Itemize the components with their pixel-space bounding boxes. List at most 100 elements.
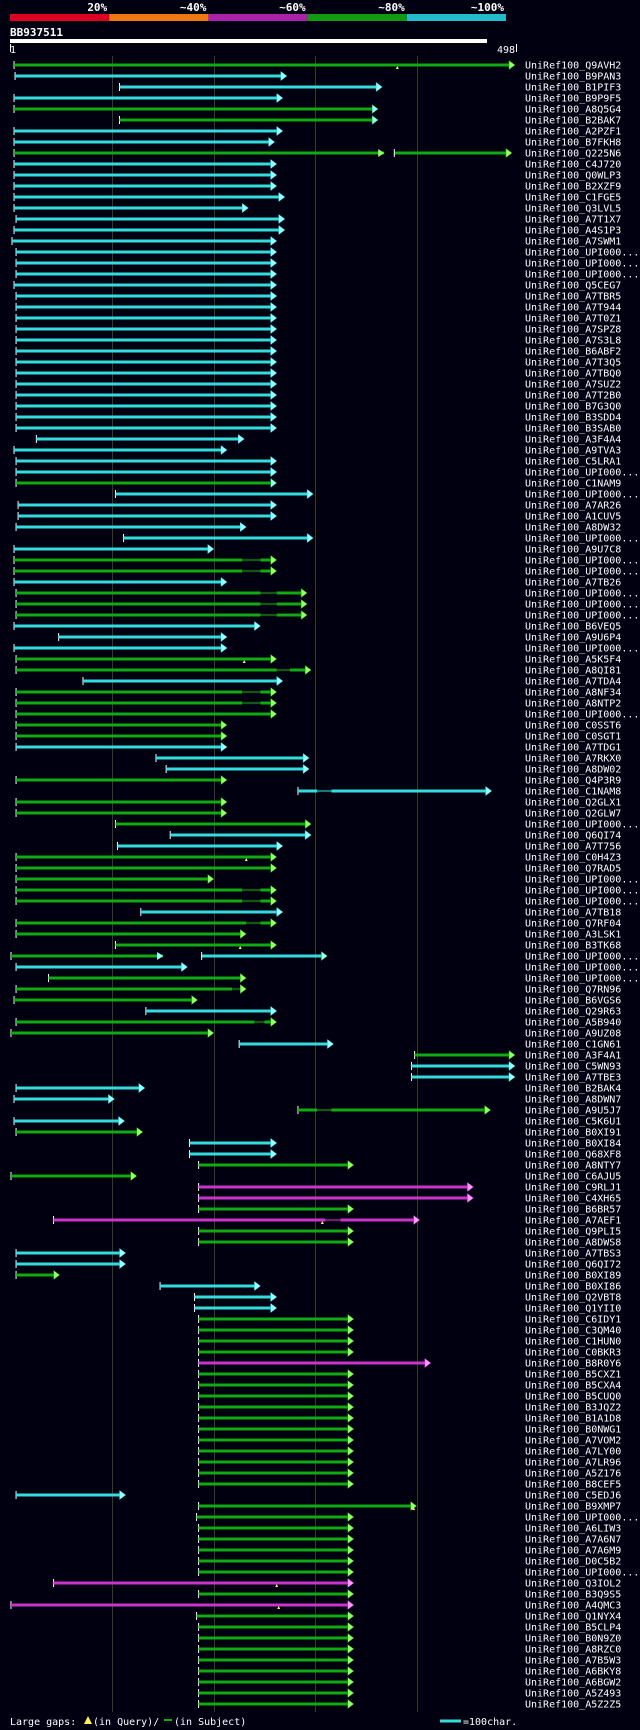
hit-label: UniRef100_D0C5B2	[525, 1557, 621, 1568]
hit-end-arrow-icon	[270, 478, 278, 488]
hit-split-gap	[384, 151, 395, 155]
hit-row: UniRef100_Q2GLW7	[15, 808, 621, 820]
hit-end-arrow-icon	[270, 159, 278, 169]
hit-end-arrow-icon	[505, 148, 513, 158]
hit-bar	[16, 305, 271, 309]
hit-row: UniRef100_C6AJU5	[10, 1171, 621, 1183]
hit-row: UniRef100_B0N9Z0	[198, 1633, 621, 1645]
hit-label: UniRef100_B0XI86	[525, 1282, 621, 1293]
hit-end-arrow-icon	[270, 181, 278, 191]
hit-row: UniRef100_B2BAK7	[119, 115, 621, 127]
hit-label: UniRef100_B9PAN3	[525, 72, 621, 83]
hit-row: UniRef100_A7A6M9	[198, 1545, 621, 1557]
hit-end-arrow-icon	[220, 577, 228, 587]
hit-end-arrow-icon	[280, 71, 288, 81]
hit-row: UniRef100_A5Z176	[198, 1468, 621, 1480]
hit-bar	[16, 591, 302, 595]
hit-end-arrow-icon	[321, 951, 328, 961]
hit-row: UniRef100_A1CUV5	[17, 511, 621, 523]
hit-label: UniRef100_Q68XF8	[525, 1150, 621, 1161]
hit-row: UniRef100_A7LY00	[198, 1446, 621, 1458]
hit-bar	[198, 1625, 348, 1629]
hit-end-arrow-icon	[270, 852, 278, 862]
hit-end-arrow-icon	[270, 885, 278, 895]
hit-row: UniRef100_A2PZF1	[13, 126, 621, 138]
hit-end-arrow-icon	[136, 1127, 144, 1137]
hit-bar	[16, 1130, 137, 1134]
hit-row: UniRef100_A7A6N7	[198, 1534, 621, 1546]
hit-label: UniRef100_B2XZF9	[525, 182, 621, 193]
hit-row: UniRef100_B0XI91	[15, 1127, 621, 1139]
hit-end-arrow-icon	[347, 1446, 355, 1456]
hit-end-arrow-icon	[270, 1017, 278, 1027]
hit-end-arrow-icon	[484, 1105, 492, 1115]
hit-end-arrow-icon	[220, 797, 228, 807]
hit-label: UniRef100_A8DWS8	[525, 1238, 621, 1249]
hit-bar	[198, 1394, 348, 1398]
query-gap-marker-icon	[238, 946, 242, 949]
hit-end-arrow-icon	[347, 1567, 355, 1577]
hit-end-arrow-icon	[508, 1072, 516, 1082]
hit-bar	[16, 811, 221, 815]
hit-label: UniRef100_B9XMP7	[525, 1502, 621, 1513]
hit-bar	[239, 1042, 328, 1046]
hit-end-arrow-icon	[347, 1479, 355, 1489]
hit-bar	[16, 404, 271, 408]
hit-end-arrow-icon	[347, 1237, 355, 1247]
hit-bar	[14, 96, 277, 100]
legend-label: ~60%	[279, 1, 306, 14]
hit-row: UniRef100_Q29R63	[145, 1006, 621, 1018]
hit-bar	[14, 283, 271, 287]
hit-label: UniRef100_A8RZC0	[525, 1645, 621, 1656]
query-gap-marker-icon	[395, 66, 399, 69]
hit-label: UniRef100_B7G3Q0	[525, 402, 621, 413]
hit-end-arrow-icon	[347, 1677, 355, 1687]
hit-bar	[16, 932, 241, 936]
hit-row: UniRef100_C5EDJ6	[15, 1490, 621, 1502]
hit-row: UniRef100_A7TB26	[13, 577, 621, 589]
hit-bar	[411, 1075, 509, 1079]
hit-row: UniRef100_A4QMC3	[10, 1600, 621, 1612]
hit-label: UniRef100_B1PIF3	[525, 83, 621, 94]
hit-bar	[16, 470, 271, 474]
hit-bar	[11, 1031, 208, 1035]
hit-label: UniRef100_Q0WLP3	[525, 171, 621, 182]
hit-row: UniRef100_A7SPZ8	[15, 324, 621, 336]
hit-end-arrow-icon	[347, 1468, 355, 1478]
hit-row: UniRef100_C1HUN0	[198, 1336, 621, 1348]
hit-label: UniRef100_B8R0Y6	[525, 1359, 621, 1370]
query-gap-marker-icon	[84, 1716, 92, 1724]
hit-end-arrow-icon	[347, 1699, 355, 1709]
hit-bar	[140, 910, 277, 914]
hit-end-arrow-icon	[270, 170, 278, 180]
hit-row: UniRef100_B6ABF2	[15, 346, 621, 358]
hit-row: UniRef100_UPI000...	[15, 962, 639, 974]
hit-label: UniRef100_A7VOM2	[525, 1436, 621, 1447]
hit-row: UniRef100_C5K6U1	[13, 1116, 621, 1128]
hit-bar	[16, 250, 271, 254]
hit-bar	[58, 635, 221, 639]
hit-row: UniRef100_C1FGE5	[13, 192, 621, 204]
hit-bar	[16, 1273, 54, 1277]
hit-bar	[16, 525, 241, 529]
hit-row: UniRef100_C0BKR3	[198, 1347, 621, 1359]
hit-row: UniRef100_C1NAM8	[297, 786, 621, 798]
hit-end-arrow-icon	[327, 1039, 334, 1049]
hit-label: UniRef100_A3F4A4	[525, 435, 621, 446]
hit-bar	[36, 437, 239, 441]
hit-end-arrow-icon	[347, 1523, 355, 1533]
hit-end-arrow-icon	[276, 676, 284, 686]
hit-row: UniRef100_A7T0Z1	[15, 313, 621, 325]
hit-label: UniRef100_A7LR96	[525, 1458, 621, 1469]
legend-segment	[109, 14, 209, 21]
hit-row: UniRef100_C6IDY1	[198, 1314, 621, 1326]
hit-row: UniRef100_UPI000...	[123, 533, 639, 545]
hit-bar	[166, 767, 304, 771]
hit-label: UniRef100_Q7RN96	[525, 985, 621, 996]
hit-row: UniRef100_Q7RAD5	[15, 863, 621, 875]
hit-row: UniRef100_B3JQZ2	[198, 1402, 621, 1414]
hit-row: UniRef100_C1GN61	[238, 1039, 621, 1051]
hit-row: UniRef100_A7TB18	[140, 907, 621, 919]
hit-bar	[198, 1449, 348, 1453]
hit-label: UniRef100_UPI000...	[525, 468, 639, 479]
